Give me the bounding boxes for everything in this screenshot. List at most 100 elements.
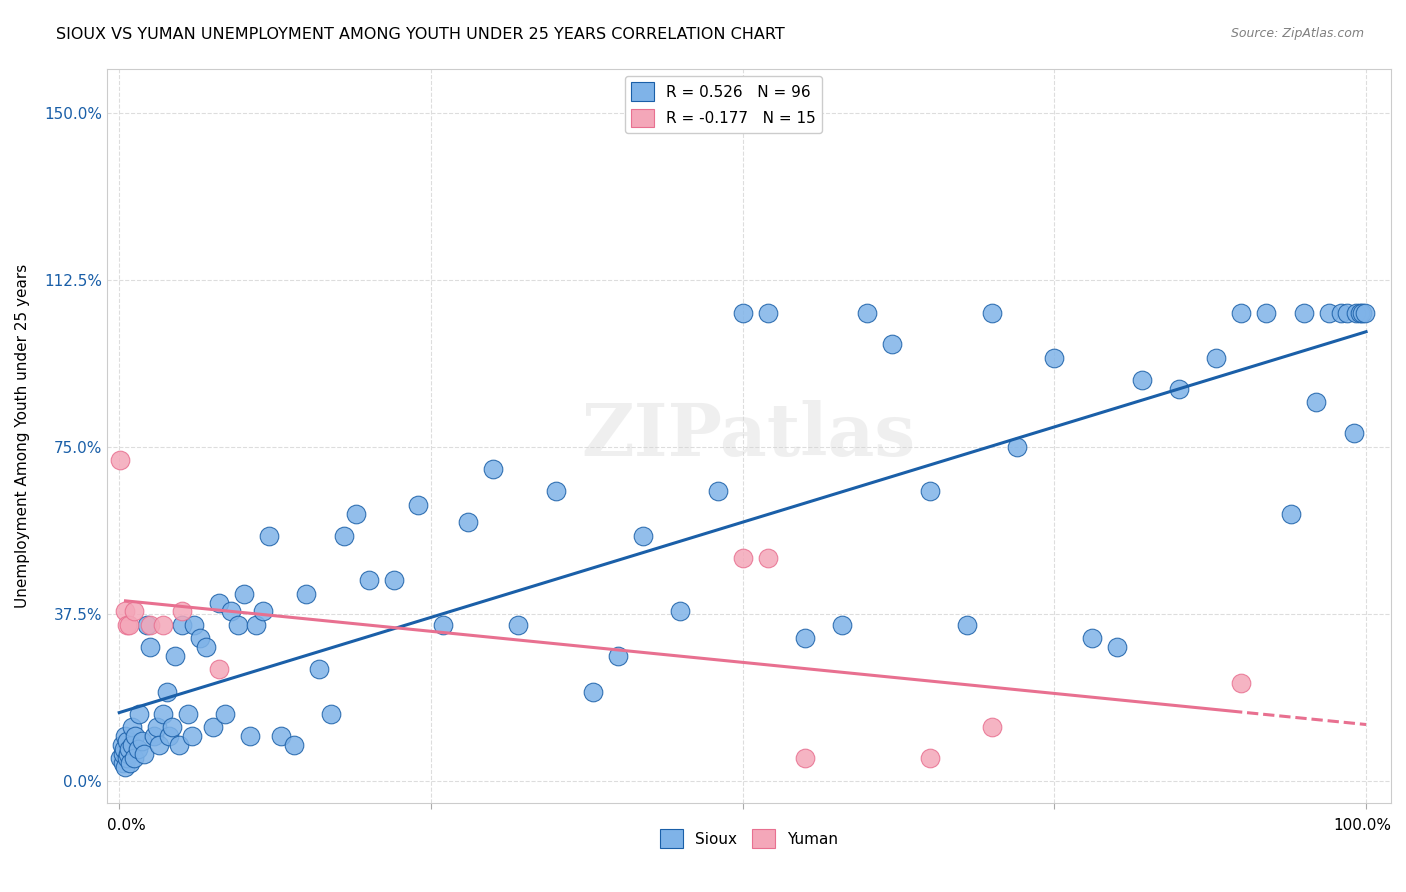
Point xyxy=(956,617,979,632)
Point xyxy=(382,574,405,588)
Point xyxy=(214,706,236,721)
Point xyxy=(188,631,211,645)
Point xyxy=(981,720,1004,734)
Point xyxy=(882,337,904,351)
Point xyxy=(152,706,174,721)
Point xyxy=(157,729,180,743)
Point xyxy=(321,706,343,721)
Point xyxy=(180,729,202,743)
Point xyxy=(121,738,143,752)
Point xyxy=(111,747,134,761)
Point xyxy=(208,596,231,610)
Point xyxy=(981,306,1004,320)
Text: 0.0%: 0.0% xyxy=(107,818,145,833)
Point xyxy=(706,484,728,499)
Point xyxy=(270,729,292,743)
Point xyxy=(508,617,530,632)
Point xyxy=(208,662,231,676)
Point xyxy=(114,604,136,618)
Y-axis label: Unemployment Among Youth under 25 years: Unemployment Among Youth under 25 years xyxy=(15,263,30,607)
Point xyxy=(1130,373,1153,387)
Text: 100.0%: 100.0% xyxy=(1333,818,1391,833)
Point xyxy=(794,751,817,765)
Point xyxy=(170,604,193,618)
Point xyxy=(582,684,605,698)
Point xyxy=(114,729,136,743)
Point xyxy=(1292,306,1315,320)
Point xyxy=(183,617,205,632)
Point xyxy=(114,760,136,774)
Point xyxy=(117,747,139,761)
Point xyxy=(143,729,166,743)
Point xyxy=(110,453,132,467)
Point xyxy=(1351,306,1374,320)
Point xyxy=(432,617,454,632)
Point xyxy=(122,604,145,618)
Point xyxy=(257,529,280,543)
Text: Source: ZipAtlas.com: Source: ZipAtlas.com xyxy=(1230,27,1364,40)
Point xyxy=(1256,306,1278,320)
Point xyxy=(1005,440,1028,454)
Point xyxy=(457,516,479,530)
Point xyxy=(131,733,153,747)
Point xyxy=(756,551,779,566)
Point xyxy=(120,756,142,770)
Point xyxy=(112,742,135,756)
Point xyxy=(794,631,817,645)
Point xyxy=(226,617,249,632)
Point xyxy=(344,507,367,521)
Point xyxy=(1346,306,1368,320)
Point xyxy=(1305,395,1327,409)
Point xyxy=(239,729,262,743)
Point xyxy=(1043,351,1066,365)
Point xyxy=(1230,675,1253,690)
Point xyxy=(1080,631,1102,645)
Point xyxy=(118,742,141,756)
Point xyxy=(124,729,146,743)
Legend: R = 0.526   N = 96, R = -0.177   N = 15: R = 0.526 N = 96, R = -0.177 N = 15 xyxy=(624,76,821,133)
Point xyxy=(283,738,305,752)
Point xyxy=(408,498,430,512)
Point xyxy=(1354,306,1376,320)
Point xyxy=(295,587,318,601)
Point xyxy=(918,484,941,499)
Point xyxy=(127,742,149,756)
Point xyxy=(201,720,224,734)
Point xyxy=(128,706,150,721)
Point xyxy=(177,706,200,721)
Point xyxy=(631,529,654,543)
Point xyxy=(118,617,141,632)
Point xyxy=(155,684,177,698)
Point xyxy=(135,617,157,632)
Point xyxy=(115,617,138,632)
Point xyxy=(148,738,170,752)
Point xyxy=(731,306,754,320)
Point xyxy=(115,733,138,747)
Point xyxy=(111,756,134,770)
Point xyxy=(195,640,218,654)
Point xyxy=(756,306,779,320)
Point xyxy=(165,648,187,663)
Point xyxy=(544,484,567,499)
Point xyxy=(308,662,330,676)
Point xyxy=(332,529,354,543)
Point xyxy=(357,574,380,588)
Point xyxy=(1317,306,1340,320)
Point xyxy=(152,617,174,632)
Point xyxy=(160,720,183,734)
Point xyxy=(1279,507,1302,521)
Point xyxy=(122,751,145,765)
Point xyxy=(252,604,274,618)
Point xyxy=(1336,306,1358,320)
Point xyxy=(232,587,254,601)
Point xyxy=(1230,306,1253,320)
Point xyxy=(918,751,941,765)
Point xyxy=(167,738,190,752)
Point xyxy=(1330,306,1353,320)
Point xyxy=(1105,640,1128,654)
Point xyxy=(1168,382,1191,396)
Point xyxy=(831,617,853,632)
Point xyxy=(221,604,243,618)
Point xyxy=(245,617,267,632)
Point xyxy=(110,751,132,765)
